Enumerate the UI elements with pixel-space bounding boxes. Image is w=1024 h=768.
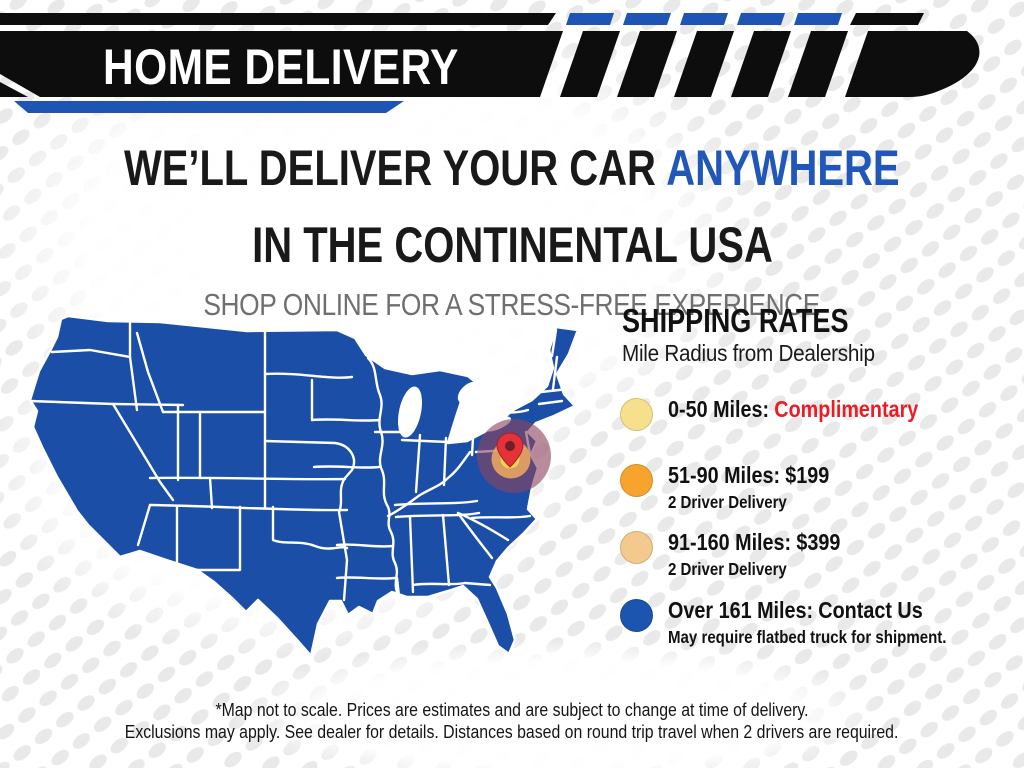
usa-map — [28, 314, 580, 658]
rate-label: 91-160 Miles: — [668, 529, 792, 555]
lake-michigan — [397, 386, 423, 438]
rate-dot-yellow — [620, 398, 653, 431]
page-title-text: HOME DELIVERY — [103, 39, 459, 95]
rate-row-0-50: 0-50 Miles: Complimentary — [620, 396, 959, 431]
rate-dot-blue — [620, 599, 653, 632]
header-banner — [0, 13, 980, 113]
footer-disclaimer: *Map not to scale. Prices are estimates … — [0, 699, 1024, 743]
rate-dot-orange — [620, 464, 653, 497]
blue-underline-bar — [14, 101, 404, 113]
hero-subtitle: SHOP ONLINE FOR A STRESS-FREE EXPERIENCE — [203, 287, 821, 322]
hero-line1-prefix: WE’LL DELIVER YOUR CAR — [124, 140, 657, 196]
lake-huron — [457, 381, 483, 405]
rate-value: $199 — [785, 462, 830, 488]
rate-dot-tan — [620, 531, 653, 564]
disclaimer-line2: Exclusions may apply. See dealer for det… — [125, 722, 899, 742]
anywhere-highlight: ANYWHERE — [666, 140, 900, 196]
shipping-rates-title: SHIPPING RATES — [622, 302, 849, 339]
rate-label: 0-50 Miles: — [668, 396, 770, 422]
rate-value: Contact Us — [818, 597, 923, 623]
rate-row-over-161: Over 161 Miles: Contact Us May require fl… — [620, 597, 992, 648]
rate-label: 51-90 Miles: — [668, 462, 781, 488]
rate-label: Over 161 Miles: — [668, 597, 814, 623]
great-lakes — [397, 381, 525, 438]
usa-silhouette — [28, 314, 580, 658]
rate-subtext: 2 Driver Delivery — [668, 492, 787, 512]
map-pin-icon — [496, 432, 524, 468]
rate-subtext: 2 Driver Delivery — [668, 559, 787, 579]
shipping-rates-subtitle: Mile Radius from Dealership — [622, 340, 875, 366]
rate-value: $399 — [796, 529, 841, 555]
hero-line2: IN THE CONTINENTAL USA — [251, 217, 773, 273]
rate-row-91-160: 91-160 Miles: $399 2 Driver Delivery — [620, 529, 868, 580]
rate-row-51-90: 51-90 Miles: $199 2 Driver Delivery — [620, 462, 856, 513]
page-title: HOME DELIVERY — [103, 38, 522, 96]
lake-ontario — [503, 390, 525, 402]
hero-line1: WE’LL DELIVER YOUR CAR ANYWHERE — [0, 139, 1024, 197]
rate-subtext: May require flatbed truck for shipment. — [668, 627, 947, 647]
rate-value: Complimentary — [774, 396, 919, 422]
disclaimer-line1: *Map not to scale. Prices are estimates … — [215, 700, 809, 720]
